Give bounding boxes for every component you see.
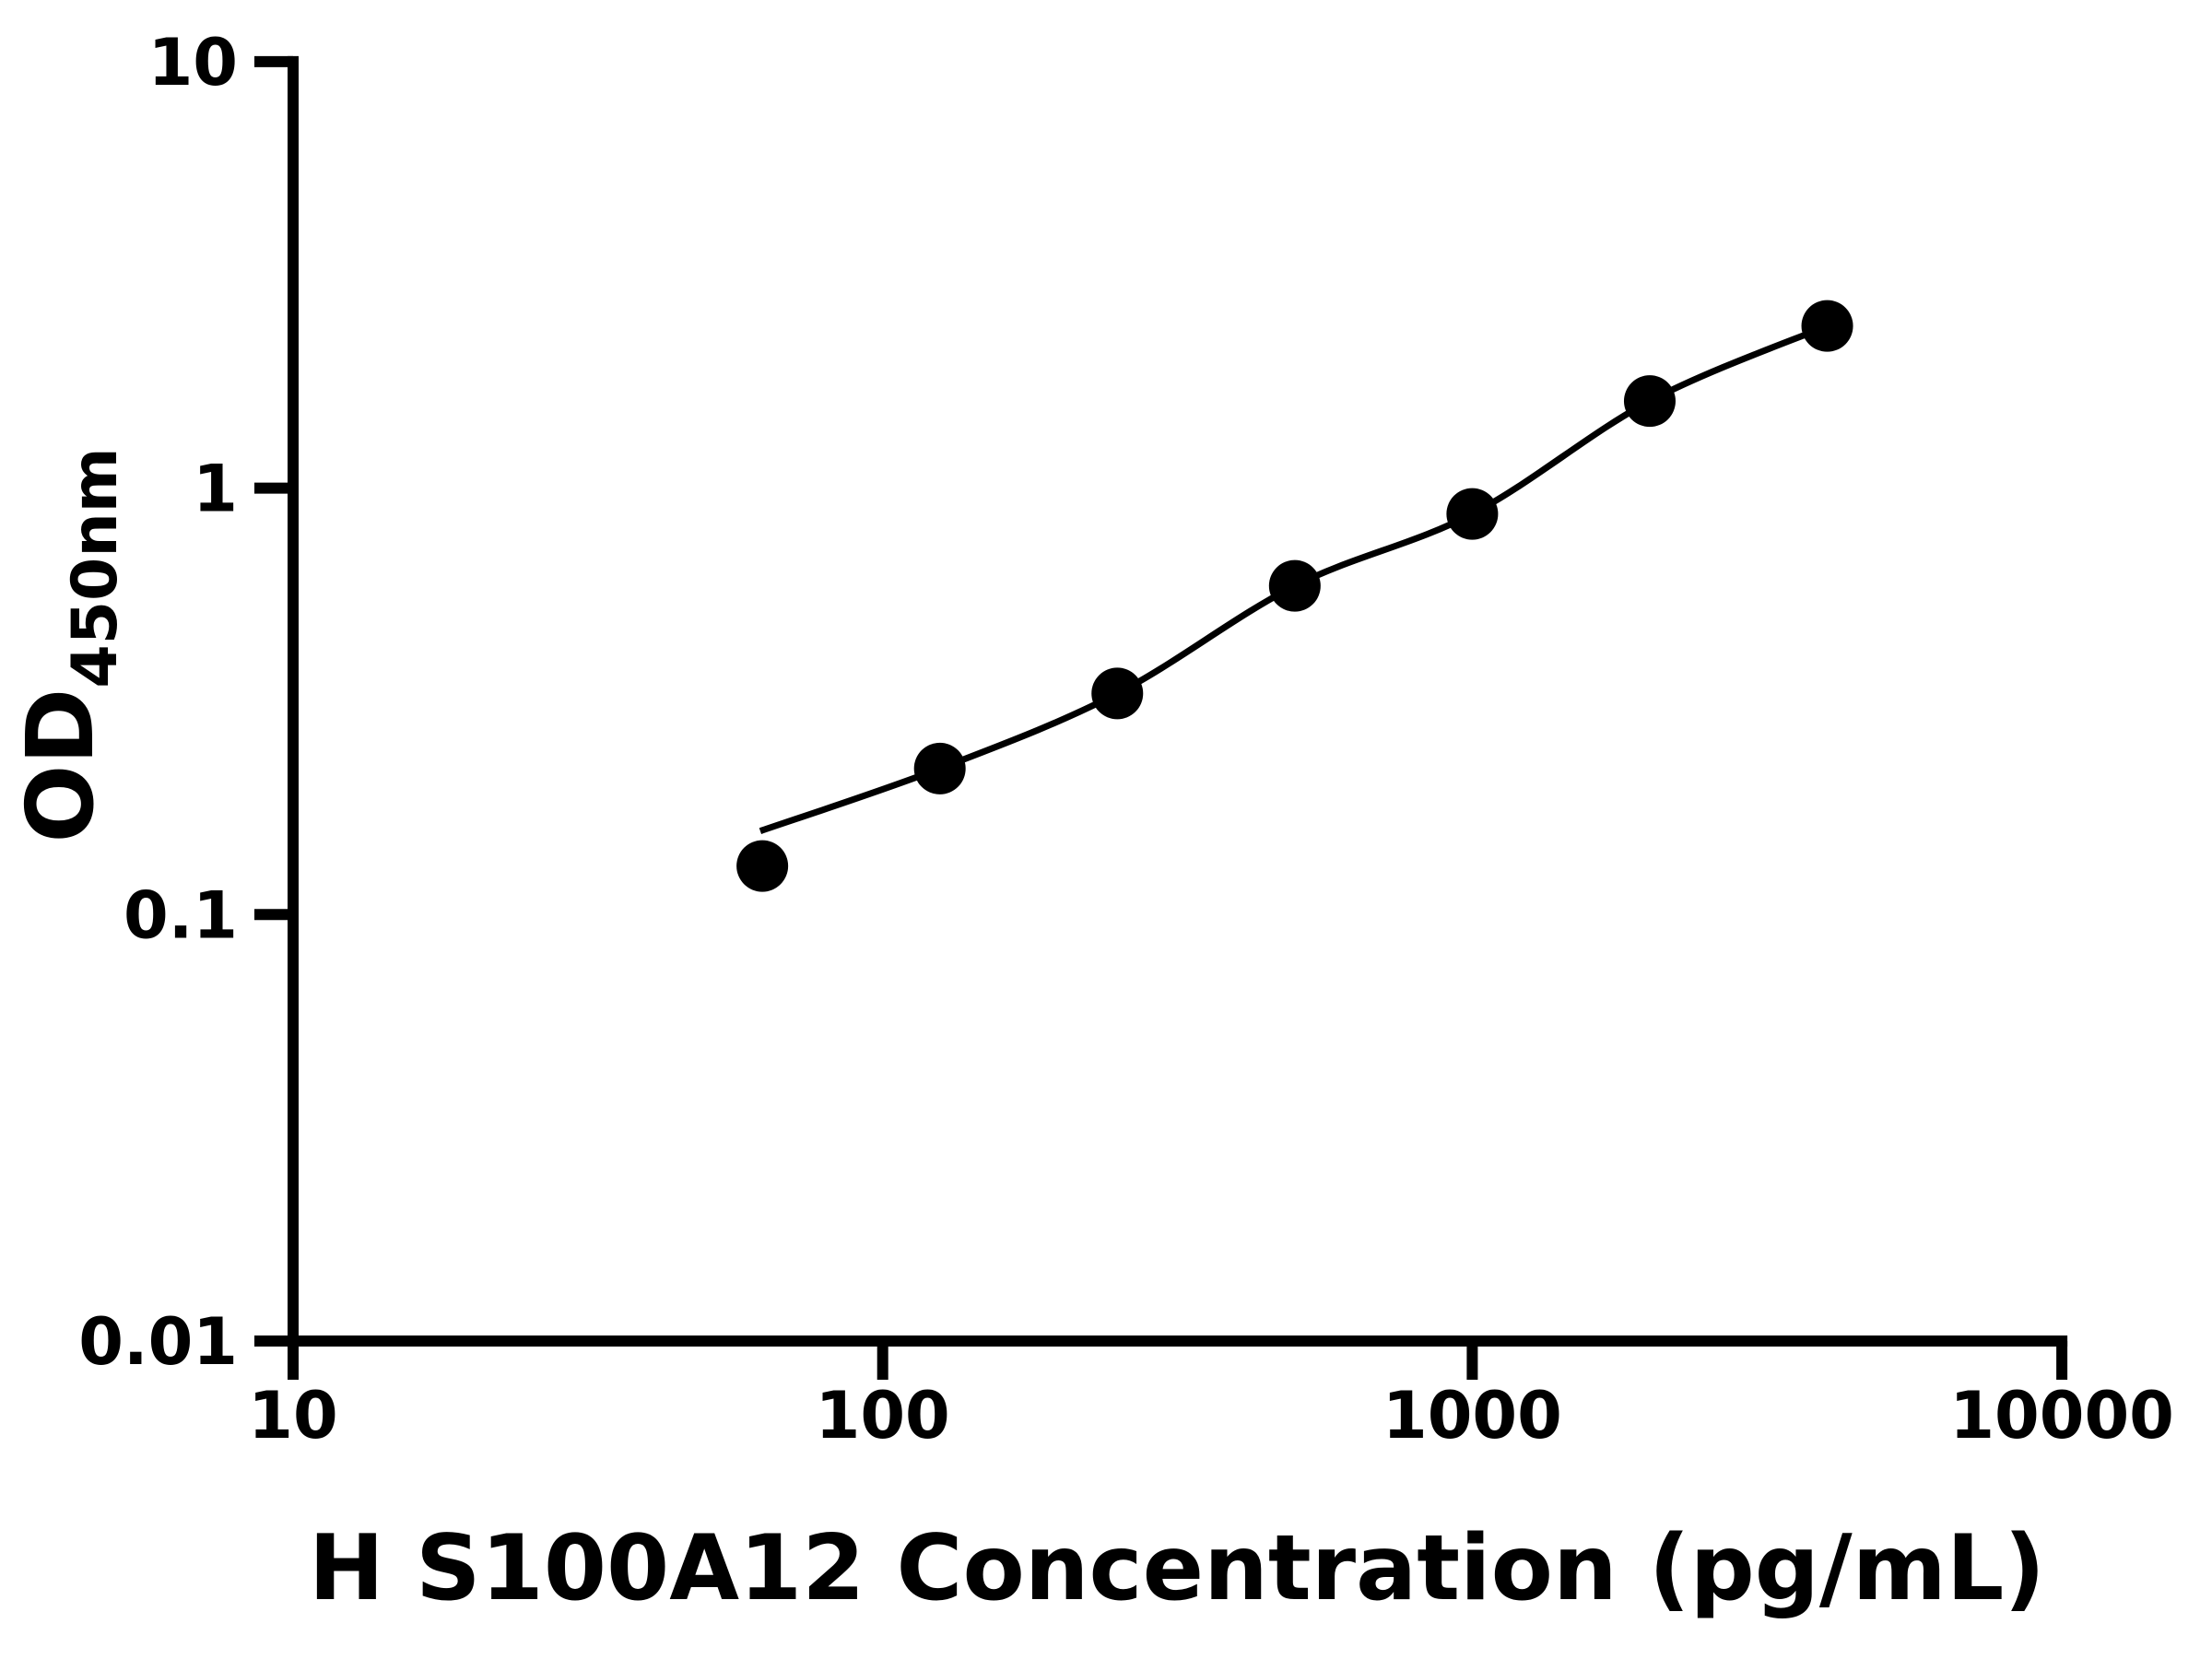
data-point (736, 840, 789, 892)
data-point (1268, 559, 1321, 612)
y-axis-title-main: OD (6, 688, 114, 843)
y-tick-label: 0.01 (78, 1304, 238, 1380)
y-tick-label: 0.1 (124, 877, 238, 953)
y-tick-label: 10 (148, 25, 238, 100)
x-tick-label: 10 (248, 1378, 337, 1453)
y-axis-title: OD450nm (6, 447, 132, 842)
x-tick-label: 100 (816, 1378, 950, 1453)
x-axis-title: H S100A12 Concentration (pg/mL) (309, 1516, 2045, 1621)
x-tick-label: 1000 (1382, 1378, 1562, 1453)
data-point (1801, 300, 1853, 352)
data-point (913, 742, 966, 794)
x-tick-label: 10000 (1949, 1378, 2174, 1453)
y-tick-label: 1 (193, 452, 238, 527)
data-point (1091, 667, 1144, 720)
y-axis-title-subscript: 450nm (59, 447, 132, 688)
data-point (1446, 488, 1499, 540)
data-point (1623, 375, 1676, 428)
